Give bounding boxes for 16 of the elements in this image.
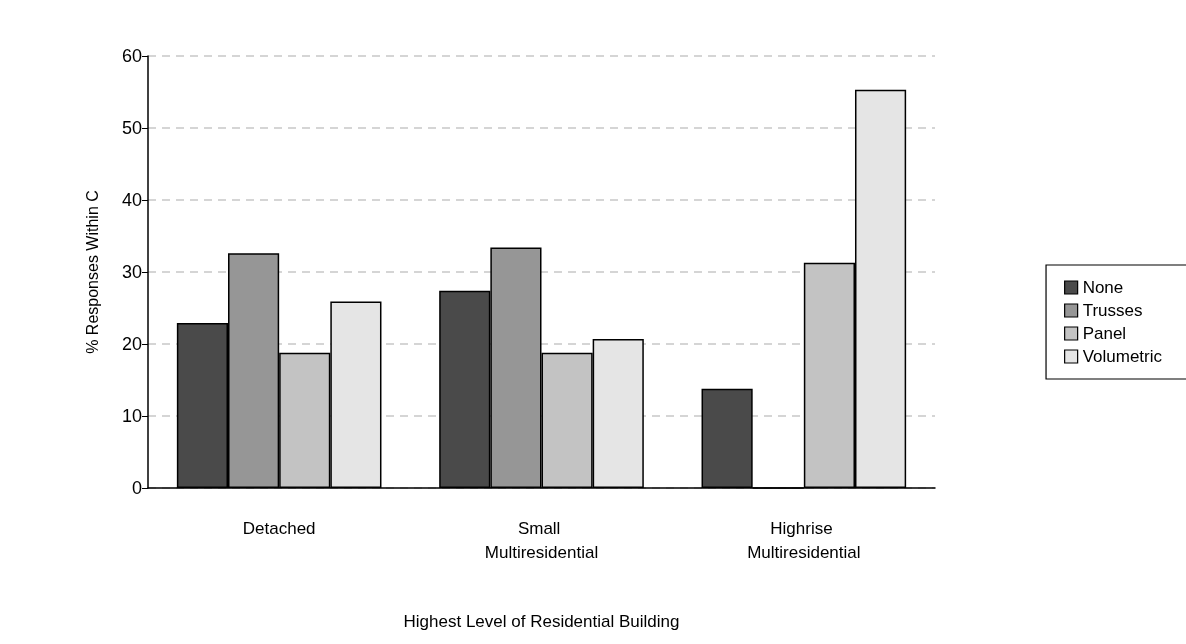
legend-label: None: [1082, 278, 1124, 297]
y-tick-label: 20: [121, 334, 142, 354]
y-tick-label: 50: [121, 118, 142, 138]
x-axis-title: Highest Level of Residential Building: [403, 612, 680, 631]
y-tick-label: 30: [121, 262, 142, 282]
y-tick-label: 10: [121, 406, 142, 426]
legend-label: Trusses: [1082, 301, 1143, 320]
x-tick-label: Highrise Multiresidential: [747, 518, 861, 562]
y-tick-label: 60: [121, 46, 142, 66]
legend-label: Panel: [1082, 324, 1127, 343]
x-tick-label: Small Multiresidential: [484, 518, 599, 562]
legend-label: Volumetric: [1082, 347, 1163, 366]
y-tick-label: 40: [121, 190, 142, 210]
x-tick-label: Detached: [242, 518, 316, 538]
y-tick-label: 0: [131, 478, 142, 498]
y-axis-title: % Responses Within C: [83, 190, 101, 354]
